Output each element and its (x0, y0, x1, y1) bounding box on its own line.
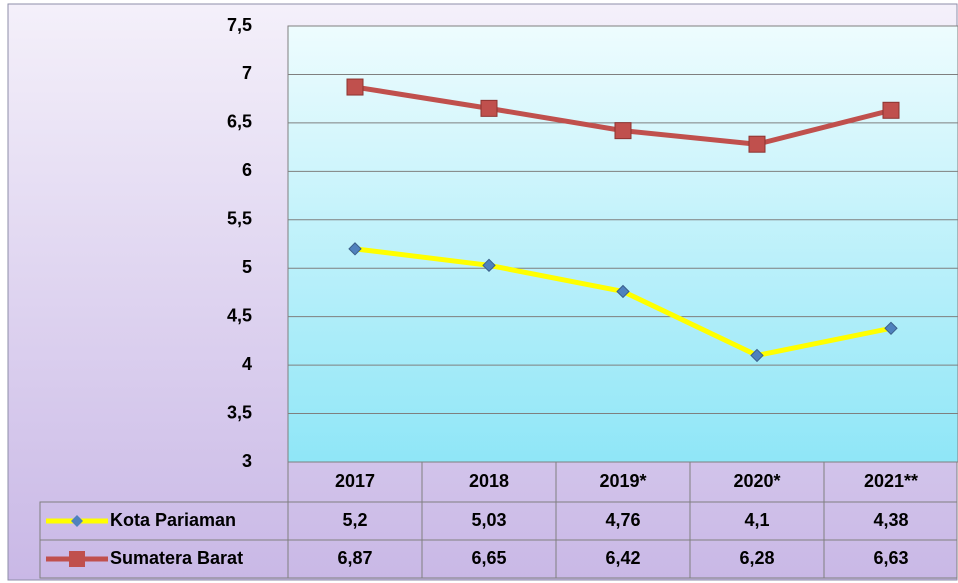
y-tick-label: 6 (242, 160, 252, 180)
y-tick-label: 6,5 (227, 112, 252, 132)
table-value: 6,42 (605, 548, 640, 568)
table-value: 6,28 (739, 548, 774, 568)
legend-key-marker (69, 551, 85, 567)
table-value: 5,2 (342, 510, 367, 530)
data-point (346, 78, 364, 96)
y-tick-label: 4 (242, 354, 252, 374)
x-tick-label: 2017 (335, 471, 375, 491)
table-value: 4,76 (605, 510, 640, 530)
y-tick-label: 5,5 (227, 209, 252, 229)
legend-key-marker (71, 515, 83, 527)
table-value: 6,87 (337, 548, 372, 568)
y-tick-label: 4,5 (227, 305, 252, 325)
table-value: 4,38 (873, 510, 908, 530)
data-point (884, 321, 898, 336)
y-tick-label: 3 (242, 451, 252, 471)
data-point (882, 101, 900, 119)
legend-label: Sumatera Barat (110, 548, 243, 568)
x-tick-label: 2020* (733, 471, 780, 491)
data-point (482, 258, 496, 273)
data-point (348, 242, 362, 256)
data-point (750, 348, 764, 363)
data-point (616, 284, 630, 299)
legend-label: Kota Pariaman (110, 510, 236, 530)
table-value: 6,65 (471, 548, 506, 568)
x-tick-label: 2018 (469, 471, 509, 491)
y-tick-label: 7,5 (227, 15, 252, 35)
table-value: 4,1 (744, 510, 769, 530)
table-value: 6,63 (873, 548, 908, 568)
x-tick-label: 2021** (864, 471, 918, 491)
y-tick-label: 7 (242, 63, 252, 83)
data-point (614, 122, 632, 140)
data-point (748, 135, 766, 153)
table-row (39, 539, 958, 579)
x-tick-label: 2019* (599, 471, 646, 491)
y-tick-label: 5 (242, 257, 252, 277)
table-value: 5,03 (471, 510, 506, 530)
data-point (480, 99, 498, 117)
plot-area (287, 25, 958, 463)
y-tick-label: 3,5 (227, 402, 252, 422)
